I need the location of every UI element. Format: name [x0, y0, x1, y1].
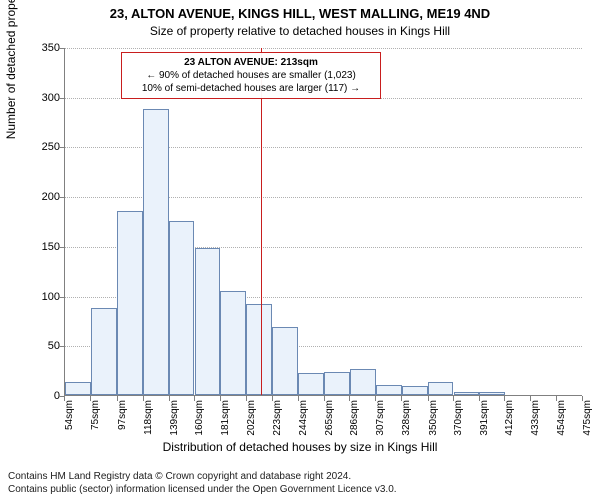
- annotation-line: ← 90% of detached houses are smaller (1,…: [128, 69, 374, 82]
- x-tick-label: 433sqm: [530, 400, 541, 440]
- histogram-bar: [454, 392, 480, 395]
- x-tick-label: 370sqm: [453, 400, 464, 440]
- y-tick-label: 350: [24, 42, 60, 54]
- annotation-line: 23 ALTON AVENUE: 213sqm: [128, 56, 374, 69]
- reference-line: [261, 48, 262, 395]
- chart-root: 23, ALTON AVENUE, KINGS HILL, WEST MALLI…: [0, 0, 600, 500]
- histogram-bar: [428, 382, 454, 395]
- x-tick-label: 97sqm: [117, 400, 128, 440]
- y-tick-label: 300: [24, 92, 60, 104]
- x-tick-label: 160sqm: [194, 400, 205, 440]
- x-tick-label: 412sqm: [504, 400, 515, 440]
- plot-area: 23 ALTON AVENUE: 213sqm← 90% of detached…: [64, 48, 582, 396]
- y-axis-label: Number of detached properties: [4, 0, 18, 139]
- histogram-bar: [246, 304, 272, 395]
- histogram-bar: [350, 369, 376, 395]
- footer-line: Contains HM Land Registry data © Crown c…: [8, 471, 592, 484]
- histogram-bar: [143, 109, 169, 395]
- histogram-bar: [117, 211, 143, 395]
- attribution-footer: Contains HM Land Registry data © Crown c…: [0, 471, 600, 496]
- histogram-bar: [298, 373, 324, 395]
- histogram-bar: [272, 327, 298, 395]
- histogram-bar: [376, 385, 402, 395]
- y-tick-mark: [59, 98, 64, 99]
- x-tick-label: 454sqm: [556, 400, 567, 440]
- x-tick-label: 307sqm: [375, 400, 386, 440]
- x-tick-label: 391sqm: [479, 400, 490, 440]
- annotation-line: 10% of semi-detached houses are larger (…: [128, 82, 374, 95]
- x-tick-label: 265sqm: [324, 400, 335, 440]
- x-tick-label: 54sqm: [64, 400, 75, 440]
- histogram-bar: [402, 386, 428, 395]
- x-tick-label: 350sqm: [428, 400, 439, 440]
- grid-line: [65, 48, 582, 49]
- histogram-bar: [324, 372, 350, 395]
- y-tick-mark: [59, 147, 64, 148]
- x-tick-label: 475sqm: [582, 400, 593, 440]
- x-tick-label: 286sqm: [349, 400, 360, 440]
- y-tick-mark: [59, 247, 64, 248]
- footer-line: Contains public (sector) information lic…: [8, 484, 592, 497]
- histogram-bar: [169, 221, 195, 395]
- histogram-bar: [65, 382, 91, 395]
- histogram-bar: [91, 308, 117, 395]
- y-tick-mark: [59, 197, 64, 198]
- x-tick-label: 181sqm: [220, 400, 231, 440]
- y-tick-label: 0: [24, 390, 60, 402]
- y-tick-label: 200: [24, 191, 60, 203]
- y-tick-label: 150: [24, 241, 60, 253]
- y-tick-label: 100: [24, 291, 60, 303]
- x-tick-label: 328sqm: [401, 400, 412, 440]
- y-tick-mark: [59, 297, 64, 298]
- y-tick-mark: [59, 346, 64, 347]
- x-tick-label: 118sqm: [143, 400, 154, 440]
- x-tick-label: 139sqm: [169, 400, 180, 440]
- histogram-bar: [479, 392, 505, 395]
- chart-title-sub: Size of property relative to detached ho…: [0, 24, 600, 38]
- y-tick-label: 250: [24, 141, 60, 153]
- x-tick-label: 223sqm: [272, 400, 283, 440]
- histogram-bar: [220, 291, 246, 395]
- y-tick-mark: [59, 48, 64, 49]
- chart-title-main: 23, ALTON AVENUE, KINGS HILL, WEST MALLI…: [0, 6, 600, 21]
- x-tick-label: 202sqm: [246, 400, 257, 440]
- x-tick-label: 75sqm: [90, 400, 101, 440]
- histogram-bar: [195, 248, 221, 395]
- x-tick-label: 244sqm: [298, 400, 309, 440]
- annotation-box: 23 ALTON AVENUE: 213sqm← 90% of detached…: [121, 52, 381, 99]
- x-axis-label: Distribution of detached houses by size …: [0, 440, 600, 454]
- y-tick-label: 50: [24, 340, 60, 352]
